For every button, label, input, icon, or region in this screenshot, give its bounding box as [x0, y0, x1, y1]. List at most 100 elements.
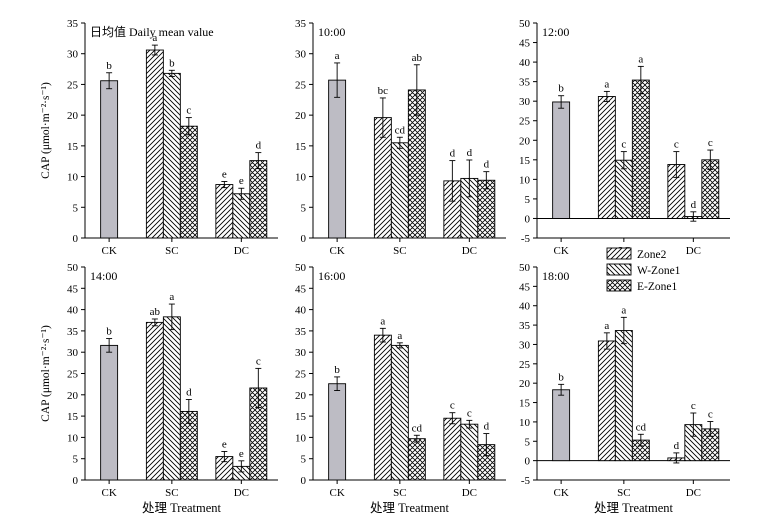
y-tick-label: 30 [67, 49, 79, 61]
y-tick-label: 25 [295, 369, 307, 381]
significance-letter: ab [150, 306, 161, 318]
y-tick-label: 35 [295, 18, 307, 30]
bar-sc-w-zone1 [162, 316, 181, 481]
significance-letter: e [239, 448, 244, 460]
bar-dc-w-zone1 [232, 193, 251, 239]
y-tick-label: 15 [67, 411, 79, 423]
x-tick-label-sc: SC [165, 487, 178, 499]
y-tick-label: 15 [519, 398, 531, 410]
y-tick-label: 25 [295, 79, 307, 91]
x-axis-label: 处理 Treatment [594, 501, 674, 515]
y-tick-label: 15 [519, 155, 531, 167]
legend-swatch-w-zone1 [606, 263, 632, 276]
y-tick-label: 5 [525, 436, 531, 448]
y-tick-label: 5 [525, 194, 531, 206]
significance-letter: c [186, 105, 191, 117]
x-tick-label-sc: SC [617, 487, 630, 499]
y-tick-label: 30 [67, 347, 79, 359]
legend-label-w-zone1: W-Zone1 [637, 265, 681, 277]
significance-letter: e [222, 168, 227, 180]
significance-letter: b [169, 57, 175, 69]
y-tick-label: -5 [521, 233, 531, 245]
panel-4: 0 5 10 15 20 25 30 35 40 45 50 CK SC DC b aba d ee c 14:00 C… [40, 262, 278, 515]
y-axis-label: CAP (μmol·m⁻²·s⁻¹) [40, 325, 52, 422]
significance-letter: d [256, 140, 262, 152]
y-tick-label: 45 [295, 283, 307, 295]
significance-letter: b [106, 326, 112, 338]
legend-label-e-zone1: E-Zone1 [637, 281, 677, 293]
panel-1: 0 5 10 15 20 25 30 35 CK SC DC b a b c ee d 日均值 Daily mea… [40, 18, 278, 257]
significance-letter: c [256, 355, 261, 367]
y-tick-label: 10 [295, 172, 307, 184]
y-tick-label: 0 [73, 475, 79, 487]
significance-letter: d [674, 440, 680, 452]
y-tick-label: 25 [67, 79, 79, 91]
bar-ck-ck [100, 80, 119, 239]
y-tick-label: 10 [519, 174, 531, 186]
y-tick-label: 5 [73, 202, 79, 214]
legend-swatch-e-zone1 [606, 279, 632, 292]
bar-sc-zone2 [597, 96, 616, 219]
x-axis-label: 处理 Treatment [370, 501, 450, 515]
legend-swatch-zone2 [606, 247, 632, 260]
significance-letter: d [484, 159, 490, 171]
bar-sc-e-zone1 [407, 438, 426, 481]
y-tick-label: 0 [525, 456, 531, 468]
y-tick-label: 40 [67, 305, 79, 317]
significance-letter: c [708, 409, 713, 421]
y-tick-label: 45 [67, 283, 79, 295]
bar-dc-zone2 [215, 184, 234, 239]
x-tick-label-ck: CK [553, 487, 568, 499]
significance-letter: a [335, 50, 340, 62]
bar-ck-ck [552, 101, 571, 219]
x-tick-label-sc: SC [393, 245, 406, 257]
bar-dc-zone2 [443, 417, 462, 481]
y-tick-label: 0 [301, 475, 307, 487]
y-tick-label: 45 [519, 38, 531, 50]
x-tick-label-sc: SC [393, 487, 406, 499]
bar-dc-e-zone1 [249, 160, 268, 239]
x-tick-label-ck: CK [329, 487, 344, 499]
x-tick-label-dc: DC [462, 245, 477, 257]
significance-letter: d [467, 147, 473, 159]
y-tick-label: 20 [519, 378, 531, 390]
y-tick-label: 30 [295, 347, 307, 359]
bar-ck-ck [328, 79, 347, 239]
significance-letter: cd [412, 422, 423, 434]
significance-letter: c [450, 400, 455, 412]
significance-letter: c [708, 137, 713, 149]
significance-letter: b [558, 83, 564, 95]
significance-letter: a [152, 32, 157, 44]
legend-label-zone2: Zone2 [637, 249, 667, 261]
bar-ck-ck [552, 389, 571, 462]
x-tick-label-ck: CK [553, 245, 568, 257]
bar-sc-e-zone1 [631, 79, 650, 219]
y-tick-label: 30 [519, 96, 531, 108]
y-tick-label: 25 [519, 116, 531, 128]
significance-letter: c [621, 139, 626, 151]
y-tick-label: 50 [519, 18, 531, 30]
y-tick-label: 20 [67, 390, 79, 402]
panel-title: 16:00 [318, 269, 345, 283]
significance-letter: d [186, 386, 192, 398]
y-axis-label: CAP (μmol·m⁻²·s⁻¹) [40, 82, 52, 179]
bar-sc-e-zone1 [179, 125, 198, 239]
significance-letter: e [222, 438, 227, 450]
panel-6: -5 0 5 10 15 20 25 30 35 40 45 50 CK SC DC b aa cd d cc 18:0… [519, 262, 730, 515]
x-tick-label-dc: DC [234, 245, 249, 257]
y-tick-label: 15 [295, 411, 307, 423]
bar-sc-zone2 [373, 334, 392, 481]
bar-sc-zone2 [145, 321, 164, 481]
significance-letter: b [106, 60, 112, 72]
significance-letter: a [397, 330, 402, 342]
legend: Zone2 W-Zone1 E-Zone1 [606, 247, 681, 293]
y-tick-label: 5 [301, 202, 307, 214]
y-tick-label: 25 [519, 359, 531, 371]
y-tick-label: 10 [67, 432, 79, 444]
x-tick-label-ck: CK [101, 245, 116, 257]
significance-letter: ab [412, 52, 423, 64]
panel-title: 12:00 [542, 25, 569, 39]
